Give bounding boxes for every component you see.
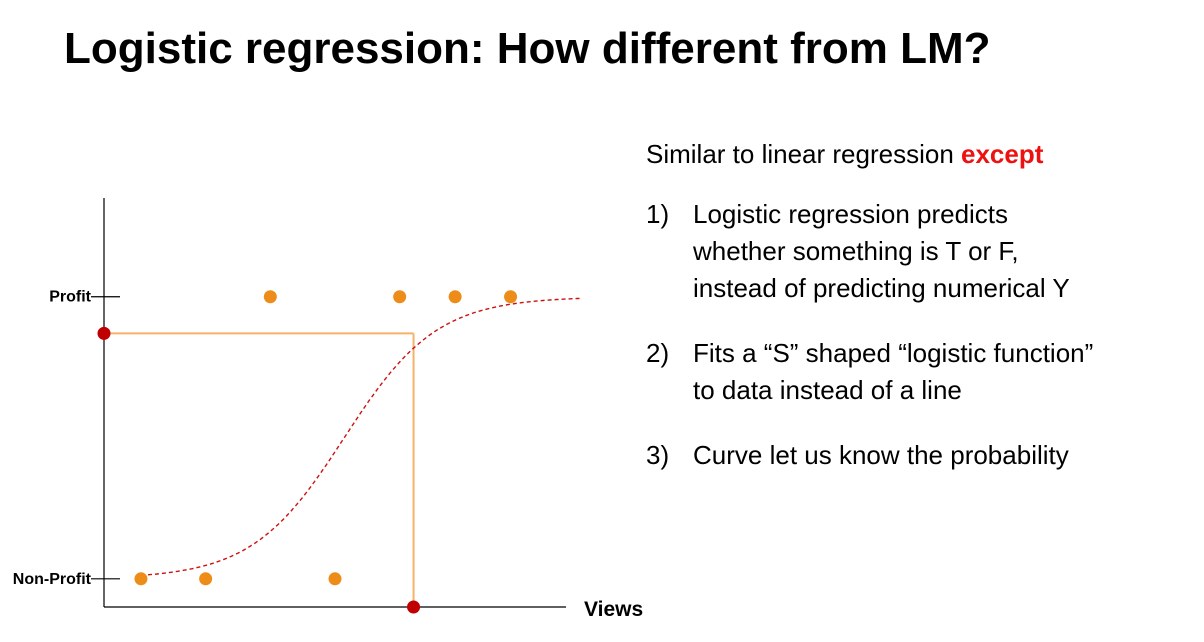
- data-point: [328, 572, 342, 586]
- marker-point: [407, 600, 421, 614]
- data-point: [393, 290, 407, 304]
- explanation-panel: Similar to linear regression except 1) Lo…: [646, 136, 1093, 502]
- point-text-line: Fits a “S” shaped “logistic function”: [693, 338, 1094, 368]
- slide-title: Logistic regression: How different from …: [64, 24, 991, 73]
- point-number: 1): [646, 199, 670, 229]
- point-text: Fits a “S” shaped “logistic function” to …: [693, 335, 1093, 409]
- logistic-curve: [140, 297, 580, 577]
- intro-prefix: Similar to linear regression: [646, 139, 962, 169]
- point-item: 3) Curve let us know the probability: [646, 437, 1093, 474]
- data-point: [263, 290, 277, 304]
- logistic-chart: Non-Profit Profit Views: [13, 198, 643, 621]
- x-axis-label: Views: [584, 598, 643, 621]
- y-tick-label: Profit: [49, 289, 91, 306]
- point-text-line: Logistic regression predicts: [693, 199, 1009, 229]
- point-text-line: Curve let us know the probability: [693, 440, 1069, 470]
- point-text: Logistic regression predicts whether some…: [693, 196, 1070, 307]
- intro-text: Similar to linear regression except: [646, 136, 1093, 173]
- intro-emphasis: except: [961, 139, 1044, 169]
- point-item: 1) Logistic regression predicts whether so…: [646, 196, 1093, 307]
- point-text: Curve let us know the probability: [693, 437, 1069, 474]
- point-text-line: instead of predicting numerical Y: [693, 273, 1070, 303]
- y-tick-label: Non-Profit: [13, 571, 92, 588]
- point-text-line: whether something is T or F,: [693, 236, 1019, 266]
- point-text-line: to data instead of a line: [693, 375, 962, 405]
- points-list: 1) Logistic regression predicts whether so…: [646, 196, 1093, 474]
- point-number: 3): [646, 440, 670, 470]
- point-number: 2): [646, 338, 670, 368]
- data-point: [448, 290, 462, 304]
- marker-point: [97, 326, 111, 340]
- data-point: [134, 572, 148, 586]
- data-point: [199, 572, 213, 586]
- point-item: 2) Fits a “S” shaped “logistic function” t…: [646, 335, 1093, 409]
- data-point: [504, 290, 518, 304]
